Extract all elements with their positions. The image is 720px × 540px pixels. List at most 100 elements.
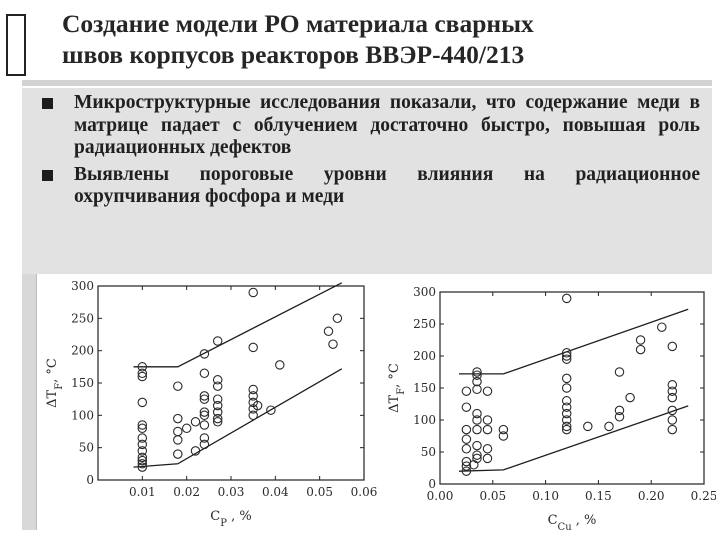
x-axis-label: CP , % xyxy=(210,509,251,529)
y-tick-label: 300 xyxy=(413,285,436,299)
data-point xyxy=(137,362,148,372)
data-point xyxy=(248,410,258,421)
y-tick-label: 150 xyxy=(71,376,94,390)
data-point xyxy=(137,446,148,456)
data-point xyxy=(561,354,572,364)
y-tick-label: 50 xyxy=(421,445,436,459)
data-point xyxy=(561,373,572,384)
data-point xyxy=(667,386,678,396)
data-point xyxy=(498,424,509,435)
data-point xyxy=(498,431,509,441)
data-point xyxy=(472,408,482,419)
data-point xyxy=(667,392,678,403)
data-point xyxy=(173,381,183,391)
data-point xyxy=(461,444,472,454)
data-point xyxy=(137,368,148,379)
data-point xyxy=(199,349,210,359)
data-point xyxy=(635,335,646,345)
data-point xyxy=(482,453,493,464)
data-point xyxy=(137,459,148,469)
title-line-2: швов корпусов реакторов ВВЭР-440/213 xyxy=(62,40,525,69)
data-point xyxy=(461,402,472,412)
data-point xyxy=(173,413,183,424)
y-tick-label: 250 xyxy=(413,317,436,331)
data-point xyxy=(561,402,572,412)
bullet-background xyxy=(22,88,712,274)
data-point xyxy=(482,415,493,425)
data-point xyxy=(212,394,223,404)
data-point xyxy=(472,440,482,451)
data-point xyxy=(248,391,258,401)
plot-frame xyxy=(97,285,365,481)
data-point xyxy=(561,348,572,358)
y-tick-label: 300 xyxy=(71,279,94,293)
trend-line-upper xyxy=(133,282,343,368)
data-point xyxy=(561,293,572,304)
data-point xyxy=(248,384,258,395)
bullet-item: Микроструктурные исследования показали, … xyxy=(40,92,700,160)
data-point xyxy=(667,405,678,416)
data-point xyxy=(561,421,572,432)
data-point xyxy=(461,434,472,444)
data-point xyxy=(212,381,223,391)
y-tick-label: 50 xyxy=(79,441,94,455)
left-marker-bar xyxy=(6,14,26,76)
data-point xyxy=(583,421,593,432)
data-point xyxy=(137,420,148,430)
data-point xyxy=(173,449,183,459)
data-point xyxy=(472,384,482,395)
data-point xyxy=(199,433,210,443)
y-tick-label: 200 xyxy=(71,344,94,358)
data-point xyxy=(614,367,625,377)
square-bullet-icon xyxy=(42,98,53,109)
slide-title: Создание модели РО материала сварных шво… xyxy=(62,8,702,70)
data-point xyxy=(212,336,223,346)
data-point xyxy=(657,322,667,332)
data-point xyxy=(472,453,482,464)
data-point xyxy=(472,376,482,387)
y-axis-label: ΔTF, °C xyxy=(45,358,65,408)
x-tick-label: 0.06 xyxy=(351,485,378,499)
title-divider xyxy=(22,80,712,86)
data-point xyxy=(212,400,223,411)
data-point xyxy=(137,423,148,434)
data-point xyxy=(472,370,482,380)
data-point xyxy=(561,351,572,361)
data-point xyxy=(252,400,263,411)
data-point xyxy=(173,435,183,445)
x-tick-label: 0.15 xyxy=(585,489,612,503)
data-point xyxy=(667,415,678,425)
data-point xyxy=(199,439,210,450)
y-tick-label: 250 xyxy=(71,311,94,325)
data-point xyxy=(199,420,210,430)
data-point xyxy=(248,287,258,298)
data-point xyxy=(461,466,472,476)
left-side-strip xyxy=(22,274,37,530)
data-point xyxy=(137,455,148,466)
y-tick-label: 150 xyxy=(413,381,436,395)
data-point xyxy=(266,405,276,415)
data-point xyxy=(199,394,210,404)
data-point xyxy=(199,407,210,417)
data-point xyxy=(332,313,343,324)
bullet-item: Выявлены пороговые уровни влияния на рад… xyxy=(40,164,700,209)
data-point xyxy=(472,424,482,435)
data-point xyxy=(472,415,482,425)
x-tick-label: 0.10 xyxy=(532,489,559,503)
data-point xyxy=(482,386,493,396)
y-tick-label: 100 xyxy=(413,413,436,427)
data-point xyxy=(137,433,148,443)
y-tick-label: 100 xyxy=(71,408,94,422)
data-point xyxy=(199,410,210,421)
data-point xyxy=(667,424,678,435)
title-line-1: Создание модели РО материала сварных xyxy=(62,9,534,38)
data-point xyxy=(212,407,223,417)
data-point xyxy=(275,360,285,370)
data-point xyxy=(199,368,210,379)
data-point xyxy=(212,375,223,385)
x-tick-label: 0.03 xyxy=(218,485,245,499)
data-point xyxy=(181,423,192,434)
y-axis-label: ΔTF, °C xyxy=(387,363,407,413)
x-axis-label: CCu , % xyxy=(548,513,597,533)
